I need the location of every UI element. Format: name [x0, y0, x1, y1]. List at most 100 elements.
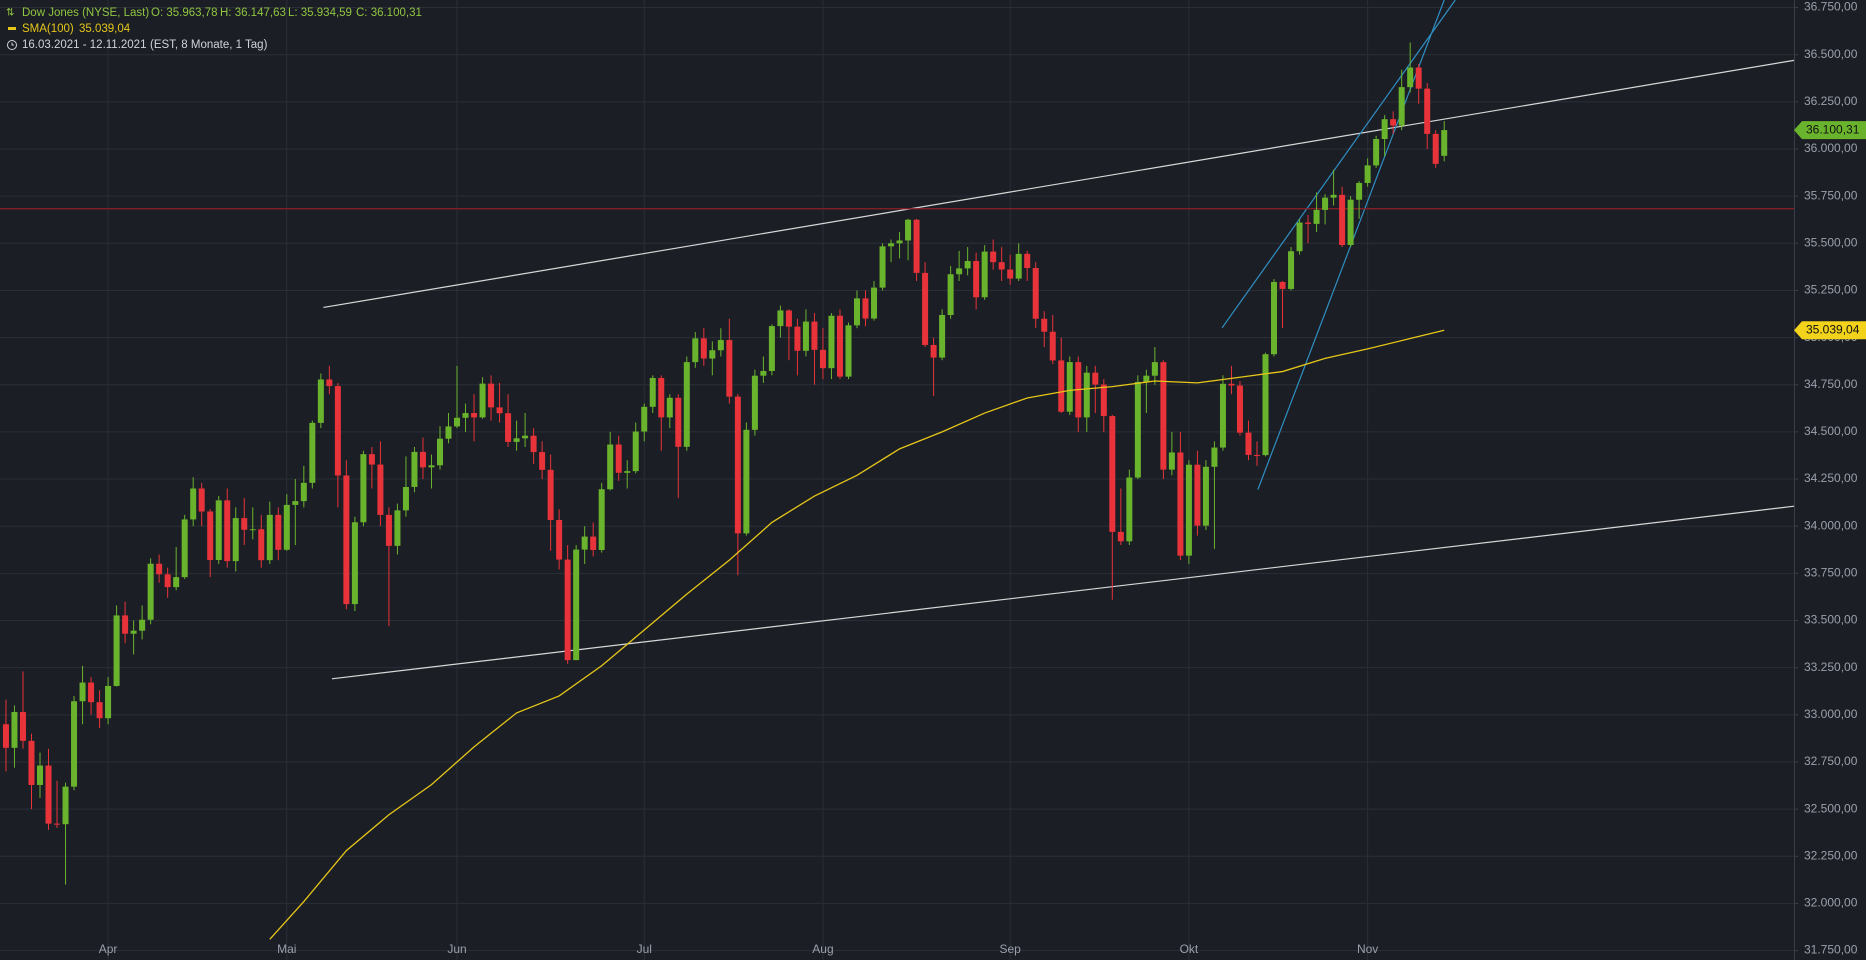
candle-body — [1330, 194, 1337, 198]
candle-body — [1211, 447, 1218, 467]
period: (EST, 8 Monate, 1 Tag) — [150, 39, 268, 51]
candle-body — [334, 386, 341, 476]
candle-body — [522, 435, 529, 439]
y-tick-label: 36.250,00 — [1804, 94, 1858, 108]
candle-body — [768, 326, 775, 371]
candle-body — [1407, 67, 1414, 88]
candle-body — [1253, 454, 1260, 456]
candle-body — [802, 321, 809, 351]
candle-body — [360, 454, 367, 523]
sma-legend-name: SMA(100) — [22, 23, 74, 35]
header: ⇅ Dow Jones (NYSE, Last) O: 35.963,78 H:… — [6, 7, 422, 51]
candle-body — [1041, 318, 1048, 332]
candle-body — [913, 219, 920, 273]
candle-body — [658, 377, 665, 418]
candle-body — [649, 377, 656, 407]
candle-body — [147, 563, 154, 620]
high-label: H: 36.147,63 — [220, 7, 286, 19]
candle-body — [54, 823, 61, 825]
candle-body — [1194, 464, 1201, 526]
trend-line — [1221, 0, 1456, 329]
candle-body — [445, 426, 452, 439]
candle-body — [556, 519, 563, 560]
candle-body — [785, 310, 792, 327]
candle-body — [275, 514, 282, 550]
candle-body — [726, 340, 733, 397]
candle-body — [419, 451, 426, 468]
candle-body — [811, 321, 818, 350]
candle-body — [530, 435, 537, 453]
candle-body — [607, 444, 614, 490]
candle-body — [385, 514, 392, 546]
icon: ⇅ — [6, 8, 14, 19]
candle-body — [845, 325, 852, 377]
candle-body — [743, 429, 750, 534]
candle-body — [479, 383, 486, 418]
candle-body — [879, 246, 886, 288]
candle-body — [181, 519, 188, 578]
candle-body — [1339, 194, 1346, 245]
candle-body — [173, 577, 180, 588]
candle-body — [198, 488, 205, 512]
candle-body — [164, 574, 171, 588]
candle-body — [88, 682, 95, 703]
y-tick-label: 33.750,00 — [1804, 566, 1858, 580]
y-tick-label: 36.750,00 — [1804, 0, 1858, 14]
candle-body — [836, 315, 843, 377]
candle-body — [905, 219, 912, 241]
candle-body — [1288, 251, 1295, 289]
price-tag-label: 36.100,31 — [1806, 122, 1860, 136]
candle-body — [224, 500, 231, 562]
candle-body — [1126, 477, 1133, 542]
candle-body — [888, 243, 895, 247]
candle-body — [394, 510, 401, 546]
candle-body — [19, 711, 26, 741]
candle-body — [1032, 268, 1039, 319]
axis: 31.750,00 32.000,00 32.250,00 32.500,00 32.7… — [99, 0, 1866, 957]
candle-body — [79, 682, 86, 702]
y-tick-label: 36.500,00 — [1804, 47, 1858, 61]
candle-body — [266, 514, 273, 561]
candle-body — [573, 549, 580, 661]
candle-body — [249, 529, 256, 531]
y-tick-label: 32.000,00 — [1804, 896, 1858, 910]
candle-body — [734, 396, 741, 534]
candle-body — [45, 765, 52, 824]
y-tick-label: 32.250,00 — [1804, 848, 1858, 862]
candle-body — [368, 454, 375, 465]
candle-body — [709, 350, 716, 359]
candle-body — [300, 482, 307, 502]
sma-line — [269, 329, 1445, 940]
x-tick-label: Apr — [99, 942, 118, 956]
candle-body — [130, 630, 137, 634]
candle-body — [1083, 372, 1090, 418]
y-tick-label: 35.750,00 — [1804, 188, 1858, 202]
sma-legend-value: 35.039,04 — [79, 23, 131, 35]
candle-body — [1066, 362, 1073, 412]
candle-body — [598, 489, 605, 550]
x-tick-label: Jun — [447, 942, 466, 956]
candle-body — [1092, 372, 1099, 385]
candle-body — [215, 500, 222, 560]
close-label: C: 36.100,31 — [356, 7, 422, 19]
candle-body — [1364, 165, 1371, 183]
candle-body — [1007, 269, 1014, 279]
x-tick-label: Aug — [812, 942, 833, 956]
candle-body — [1219, 383, 1226, 448]
y-tick-label: 34.500,00 — [1804, 424, 1858, 438]
plot — [0, 0, 1795, 940]
candle-body — [1398, 87, 1405, 126]
candle-body — [36, 765, 43, 785]
y-tick-label: 33.000,00 — [1804, 707, 1858, 721]
candle-body — [1117, 531, 1124, 542]
candle-body — [692, 338, 699, 363]
trend-line — [323, 59, 1795, 309]
y-tick-label: 35.500,00 — [1804, 235, 1858, 249]
candle-body — [207, 511, 214, 560]
candle-body — [1373, 139, 1380, 166]
candle-body — [1390, 119, 1397, 126]
candle-body — [96, 702, 103, 719]
low-label: L: 35.934,59 — [288, 7, 352, 19]
